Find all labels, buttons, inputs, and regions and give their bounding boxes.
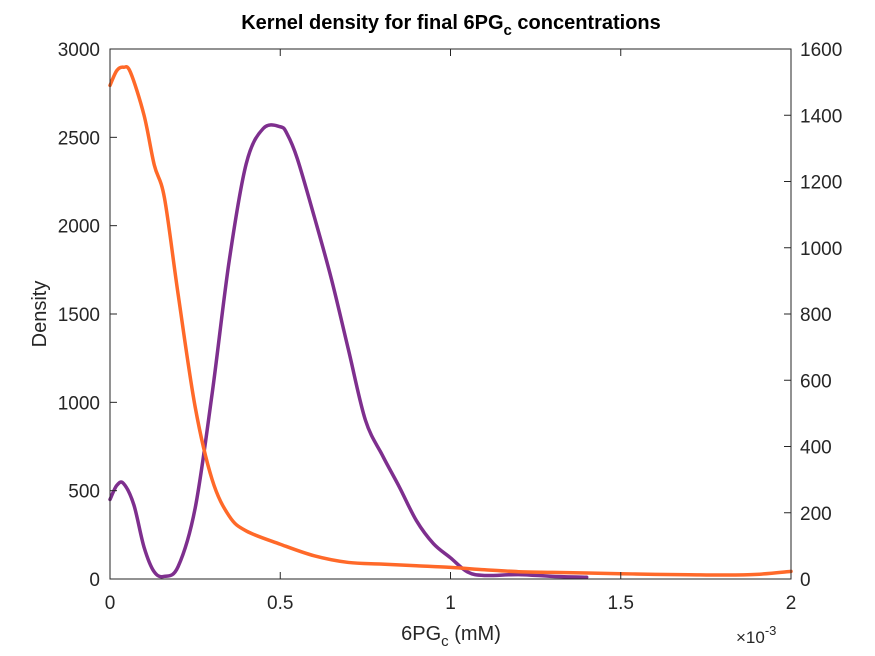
y-right-tick-label: 600 — [800, 371, 832, 392]
y-right-tick-label: 0 — [800, 570, 811, 591]
x-axis-label: 6PGc (mM) — [401, 623, 501, 650]
x-tick-label: 0.5 — [267, 593, 293, 614]
chart-title-suffix: concentrations — [512, 12, 661, 34]
y-right-tick-label: 1200 — [800, 173, 842, 194]
y-right-tick-label: 800 — [800, 305, 832, 326]
y-left-tick-label: 0 — [89, 570, 100, 591]
y-right-tick-label: 1600 — [800, 40, 842, 61]
y-left-tick-label: 3000 — [58, 40, 100, 61]
y-right-tick-label: 1400 — [800, 106, 842, 127]
y-left-tick-label: 2500 — [58, 128, 100, 149]
chart-title-main: Kernel density for final 6PG — [241, 12, 503, 34]
y-left-tick-label: 500 — [68, 482, 100, 503]
plot-area — [110, 49, 791, 579]
tick-label-layer: 0 0.5 1 1.5 20500100015002000250030000200400… — [58, 40, 843, 614]
x-tick-label: 0 — [105, 593, 116, 614]
y-left-tick-label: 2000 — [58, 217, 100, 238]
x-axis-label-suffix: (mM) — [449, 623, 501, 645]
chart-title-subscript: c — [504, 22, 512, 39]
x-axis-label-subscript: c — [441, 633, 449, 650]
y-right-tick-label: 200 — [800, 504, 832, 525]
x-tick-label: 2 — [786, 593, 797, 614]
axis-layer — [109, 48, 792, 580]
x-axis-exponent-power: -3 — [765, 623, 777, 638]
series-layer — [108, 65, 793, 579]
x-axis-exponent-prefix: ×10 — [736, 628, 765, 647]
y-right-tick-label: 1000 — [800, 239, 842, 260]
x-axis-exponent: ×10-3 — [736, 623, 776, 647]
y-right-tick-label: 400 — [800, 438, 832, 459]
chart-title: Kernel density for final 6PGc concentrat… — [241, 12, 661, 39]
series-line-1-left — [108, 123, 589, 579]
series-line-2-right — [108, 65, 793, 577]
x-axis-label-main: 6PG — [401, 623, 441, 645]
x-tick-label: 1.5 — [608, 593, 634, 614]
x-tick-label: 1 — [445, 593, 456, 614]
y-left-tick-label: 1000 — [58, 393, 100, 414]
y-left-tick-label: 1500 — [58, 305, 100, 326]
y-axis-label-left: Density — [29, 281, 51, 348]
